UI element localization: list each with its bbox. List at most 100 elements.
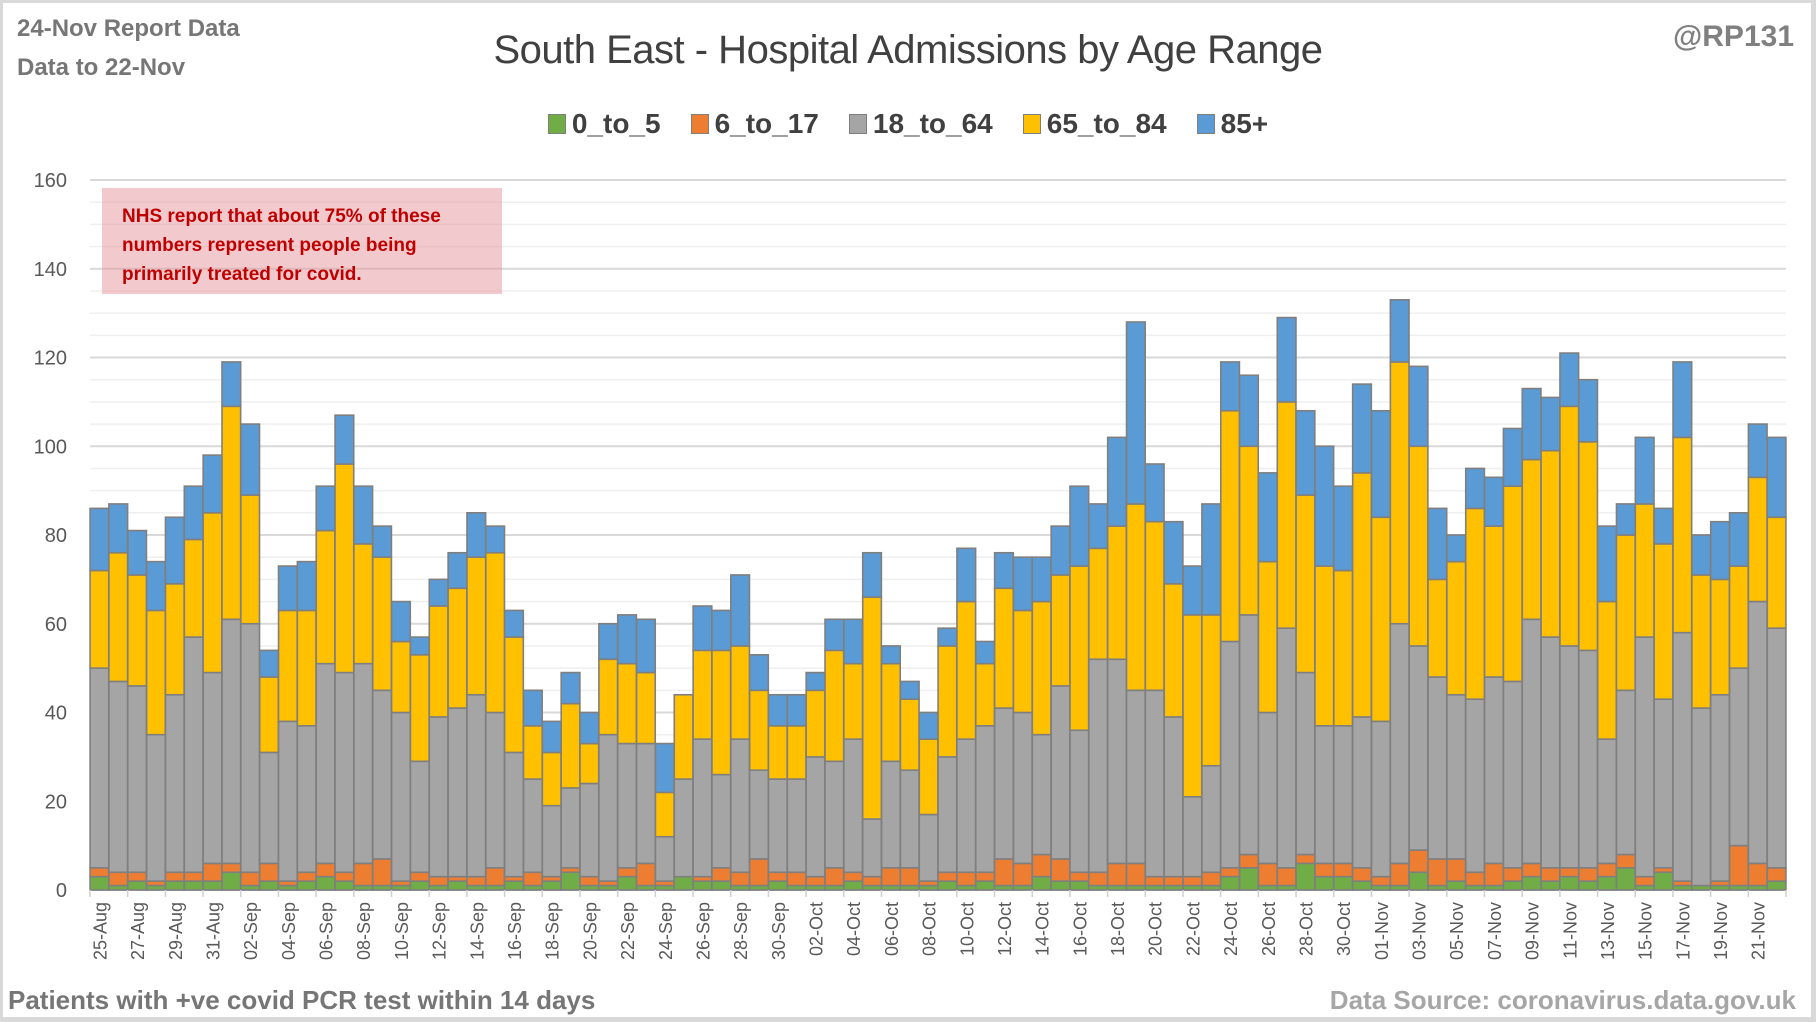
bar-13-Oct bbox=[1012, 556, 1033, 891]
bar-segment-6-to-17 bbox=[1540, 867, 1561, 882]
bar-14-Oct bbox=[1031, 556, 1052, 891]
y-tick-label: 80 bbox=[45, 525, 67, 547]
bar-segment-85- bbox=[786, 693, 807, 727]
bar-segment-6-to-17 bbox=[824, 867, 845, 887]
bar-segment-0-to-5 bbox=[447, 880, 468, 891]
x-tick-label: 24-Oct bbox=[1221, 902, 1241, 956]
bar-segment-85- bbox=[1709, 520, 1731, 581]
bar-20-Oct bbox=[1144, 463, 1165, 891]
bar-29-Oct bbox=[1314, 445, 1335, 891]
bar-16-Nov bbox=[1653, 507, 1674, 891]
bar-segment-0-to-5 bbox=[1333, 875, 1354, 891]
bar-segment-6-to-17 bbox=[1427, 858, 1448, 887]
bar-segment-0-to-5 bbox=[1050, 880, 1071, 891]
bar-segment-0-to-5 bbox=[560, 871, 581, 891]
bar-segment-6-to-17 bbox=[1106, 862, 1128, 887]
bar-segment-6-to-17 bbox=[1257, 862, 1278, 887]
bar-segment-18-to-64 bbox=[1050, 685, 1071, 860]
y-tick-label: 140 bbox=[34, 259, 67, 281]
bar-segment-6-to-17 bbox=[1559, 867, 1580, 878]
bar-segment-6-to-17 bbox=[730, 871, 751, 887]
bar-segment-85- bbox=[503, 609, 525, 638]
y-tick-label: 100 bbox=[34, 436, 67, 458]
bar-segment-65-to-84 bbox=[1559, 405, 1580, 647]
bar-segment-85- bbox=[1163, 520, 1184, 585]
bar-segment-18-to-64 bbox=[485, 711, 506, 869]
x-tick-label: 27-Aug bbox=[128, 902, 148, 960]
bar-segment-6-to-17 bbox=[711, 867, 732, 882]
bar-segment-85- bbox=[466, 512, 487, 558]
bar-segment-85- bbox=[1370, 409, 1391, 519]
bar-04-Sep bbox=[277, 565, 298, 891]
bar-25-Oct bbox=[1238, 374, 1260, 891]
bar-segment-65-to-84 bbox=[145, 609, 167, 736]
bar-segment-6-to-17 bbox=[485, 867, 506, 887]
bar-segment-65-to-84 bbox=[1125, 503, 1146, 692]
bar-segment-65-to-84 bbox=[240, 494, 261, 625]
bar-segment-0-to-5 bbox=[1295, 862, 1316, 891]
bar-segment-18-to-64 bbox=[1747, 600, 1768, 865]
x-tick-label: 04-Oct bbox=[844, 902, 864, 956]
bar-segment-65-to-84 bbox=[1766, 516, 1787, 629]
bar-segment-65-to-84 bbox=[824, 649, 845, 763]
y-tick-label: 20 bbox=[45, 791, 67, 813]
bar-segment-6-to-17 bbox=[522, 871, 543, 887]
bar-03-Nov bbox=[1408, 365, 1429, 891]
bar-segment-65-to-84 bbox=[1596, 600, 1618, 740]
bar-segment-85- bbox=[164, 516, 185, 585]
x-tick-label: 14-Sep bbox=[467, 902, 487, 960]
bar-segment-65-to-84 bbox=[221, 405, 242, 621]
bar-segment-65-to-84 bbox=[183, 538, 204, 638]
bar-segment-65-to-84 bbox=[1672, 436, 1693, 634]
bar-segment-0-to-5 bbox=[503, 880, 525, 891]
bar-06-Sep bbox=[315, 485, 336, 891]
bar-segment-6-to-17 bbox=[1521, 862, 1542, 878]
bar-segment-85- bbox=[1578, 378, 1599, 443]
x-tick-label: 10-Oct bbox=[957, 902, 977, 956]
x-tick-label: 18-Sep bbox=[543, 902, 563, 960]
bar-segment-6-to-17 bbox=[183, 871, 204, 882]
bar-16-Oct bbox=[1069, 485, 1090, 891]
bar-20-Sep bbox=[579, 711, 600, 891]
bar-segment-0-to-5 bbox=[89, 875, 110, 891]
bar-segment-6-to-17 bbox=[1370, 875, 1391, 887]
bar-segment-6-to-17 bbox=[579, 875, 600, 887]
bar-segment-0-to-5 bbox=[974, 880, 996, 891]
bar-segment-65-to-84 bbox=[711, 649, 732, 776]
bar-segment-6-to-17 bbox=[466, 875, 487, 887]
bar-segment-65-to-84 bbox=[1012, 609, 1033, 714]
bar-segment-85- bbox=[240, 423, 261, 496]
bars bbox=[89, 299, 1787, 891]
bar-segment-85- bbox=[1031, 556, 1052, 603]
legend-item-6-to-17: 6_to_17 bbox=[690, 108, 819, 140]
bar-segment-85- bbox=[202, 454, 223, 514]
bar-segment-85- bbox=[1125, 321, 1146, 505]
bar-segment-65-to-84 bbox=[786, 725, 807, 780]
bar-segment-85- bbox=[748, 654, 770, 692]
bar-06-Oct bbox=[880, 645, 902, 891]
chart-legend: 0_to_5 6_to_17 18_to_64 65_to_84 85+ bbox=[0, 108, 1816, 140]
bar-segment-0-to-5 bbox=[334, 880, 355, 891]
bar-segment-18-to-64 bbox=[108, 680, 129, 874]
legend-swatch bbox=[690, 114, 709, 134]
bar-segment-18-to-64 bbox=[1766, 627, 1787, 869]
bar-segment-0-to-5 bbox=[673, 875, 694, 891]
bar-segment-65-to-84 bbox=[1182, 614, 1203, 798]
bar-segment-65-to-84 bbox=[1389, 361, 1410, 625]
bar-08-Oct bbox=[918, 711, 939, 891]
bar-segment-85- bbox=[409, 636, 430, 656]
bar-segment-18-to-64 bbox=[1427, 676, 1448, 860]
bar-segment-0-to-5 bbox=[1446, 880, 1467, 891]
bar-segment-18-to-64 bbox=[711, 773, 732, 869]
bar-08-Sep bbox=[353, 485, 374, 891]
bar-21-Nov bbox=[1747, 423, 1768, 891]
bar-21-Oct bbox=[1163, 520, 1184, 891]
bar-segment-85- bbox=[1446, 534, 1467, 563]
bar-11-Sep bbox=[409, 636, 430, 891]
bar-segment-0-to-5 bbox=[258, 880, 280, 891]
x-tick-label: 02-Sep bbox=[241, 902, 261, 960]
bar-segment-65-to-84 bbox=[315, 529, 336, 665]
bar-segment-65-to-84 bbox=[1747, 476, 1768, 603]
bar-segment-85- bbox=[1389, 299, 1410, 363]
bar-segment-18-to-64 bbox=[1615, 689, 1636, 856]
